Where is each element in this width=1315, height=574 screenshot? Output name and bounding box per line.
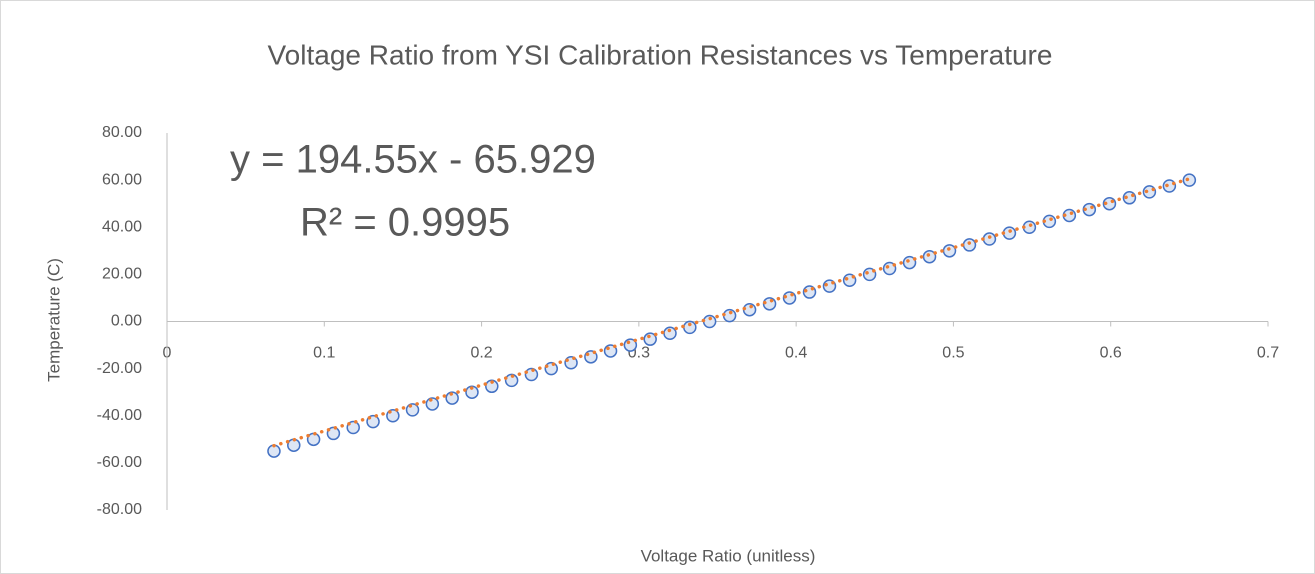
scatter-point	[942, 244, 957, 258]
scatter-point	[1002, 226, 1017, 240]
trendline	[272, 177, 1192, 448]
x-tick-label: 0.6	[1100, 345, 1122, 362]
scatter-point	[982, 232, 997, 246]
x-tick-label: 0.2	[470, 345, 492, 362]
y-tick-label: -40.00	[97, 407, 142, 424]
y-tick-label: 0.00	[111, 313, 142, 330]
x-tick-label: 0.1	[313, 345, 335, 362]
y-tick-label: 80.00	[102, 124, 142, 141]
chart-title: Voltage Ratio from YSI Calibration Resis…	[268, 39, 1053, 70]
scatter-point	[902, 255, 917, 270]
x-axis-label: Voltage Ratio (unitless)	[641, 546, 816, 565]
y-tick-label: -20.00	[97, 360, 142, 377]
x-tick-label: 0.7	[1257, 345, 1279, 362]
scatter-point	[485, 379, 499, 394]
scatter-point	[445, 391, 459, 405]
scatter-point	[524, 367, 539, 382]
scatter-point	[544, 361, 558, 376]
x-tick-label: 0.4	[785, 345, 807, 362]
y-tick-label: 20.00	[102, 266, 142, 283]
y-tick-label: 40.00	[102, 218, 142, 235]
scatter-point	[1182, 173, 1197, 187]
trendline-r-squared: R² = 0.9995	[300, 201, 510, 245]
scatter-point	[962, 238, 977, 252]
scatter-point	[504, 373, 519, 388]
scatter-point	[326, 426, 341, 441]
y-axis-label: Temperature (C)	[44, 258, 63, 382]
scatter-point	[465, 385, 479, 399]
y-tick-label: -80.00	[97, 501, 142, 518]
y-tick-label: -60.00	[97, 454, 142, 471]
x-tick-label: 0.5	[942, 345, 964, 362]
y-tick-label: 60.00	[102, 171, 142, 188]
trendline-equation: y = 194.55x - 65.929	[230, 138, 596, 182]
scatter-point	[922, 249, 937, 264]
